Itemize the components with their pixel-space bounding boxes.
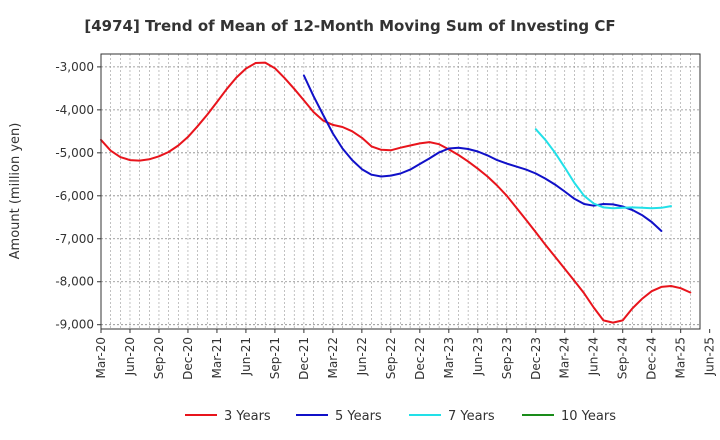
- x-tick-label: Jun-24: [587, 337, 601, 376]
- x-tick-label: Dec-23: [529, 337, 543, 380]
- x-tick-label: Jun-25: [703, 337, 717, 376]
- x-tick-label: Dec-21: [297, 337, 311, 380]
- legend-label: 3 Years: [224, 409, 271, 424]
- x-tick-label: Jun-22: [355, 337, 369, 376]
- x-tick-label: Dec-20: [181, 337, 195, 380]
- x-tick-label: Dec-22: [413, 337, 427, 380]
- y-tick-label: -8,000: [55, 275, 94, 289]
- legend-label: 10 Years: [561, 409, 616, 424]
- x-tick-label: Mar-20: [94, 337, 108, 378]
- y-tick-label: -9,000: [55, 318, 94, 332]
- x-tick-label: Sep-24: [616, 337, 630, 379]
- x-tick-label: Dec-24: [645, 337, 659, 380]
- y-axis-label: Amount (million yen): [8, 123, 23, 260]
- grid: [101, 54, 700, 329]
- x-tick-label: Sep-23: [500, 337, 514, 379]
- x-tick-label: Mar-23: [442, 337, 456, 378]
- chart-title: [4974] Trend of Mean of 12-Month Moving …: [84, 17, 615, 35]
- x-tick-label: Jun-21: [239, 337, 253, 376]
- x-ticks: Mar-20 Jun-20 Sep-20 Dec-20 Mar-21 Jun-21 Sep-…: [94, 329, 717, 380]
- x-tick-label: Jun-23: [471, 337, 485, 376]
- x-tick-label: Mar-24: [558, 337, 572, 378]
- legend-label: 7 Years: [448, 409, 495, 424]
- y-tick-label: -3,000: [55, 60, 94, 74]
- series-line-3-years: [100, 61, 692, 324]
- x-tick-label: Sep-20: [152, 337, 166, 379]
- y-ticks: -3,000 -4,000 -5,000 -6,000 -7,000 -8,000 -9,0…: [55, 60, 101, 332]
- series-layer: [100, 61, 692, 324]
- y-tick-label: -4,000: [55, 103, 94, 117]
- x-tick-label: Sep-22: [384, 337, 398, 379]
- legend: 3 Years 5 Years 7 Years 10 Years: [185, 409, 616, 424]
- x-tick-label: Mar-25: [674, 337, 688, 378]
- plot-frame: [100, 53, 701, 330]
- series-line-7-years: [534, 128, 672, 210]
- series-line-5-years: [302, 74, 663, 232]
- legend-label: 5 Years: [335, 409, 382, 424]
- y-tick-label: -5,000: [55, 146, 94, 160]
- x-tick-label: Jun-20: [123, 337, 137, 376]
- x-tick-label: Mar-22: [326, 337, 340, 378]
- y-tick-label: -6,000: [55, 189, 94, 203]
- x-tick-label: Mar-21: [210, 337, 224, 378]
- x-tick-label: Sep-21: [268, 337, 282, 379]
- y-tick-label: -7,000: [55, 232, 94, 246]
